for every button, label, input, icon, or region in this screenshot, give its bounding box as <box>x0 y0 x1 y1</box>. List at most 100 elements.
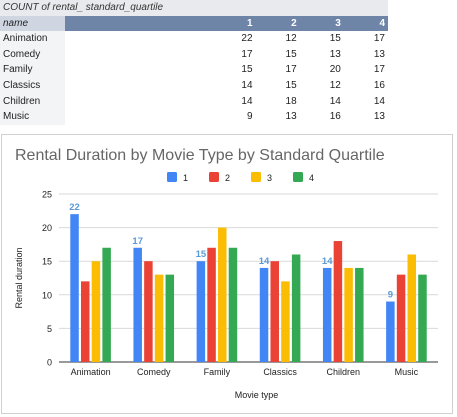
legend-swatch <box>293 172 303 182</box>
pivot-table: COUNT of rental_ standard_quartile name … <box>0 0 388 125</box>
bar <box>207 247 216 362</box>
legend-label: 3 <box>267 173 272 183</box>
pivot-row-spacer <box>65 31 211 47</box>
bar <box>418 274 427 362</box>
bar <box>102 247 111 362</box>
bar <box>259 267 269 362</box>
bar <box>228 247 238 362</box>
pivot-cell: 15 <box>285 79 297 91</box>
pivot-col-header: 1 <box>211 15 256 32</box>
pivot-cell: 16 <box>373 79 385 91</box>
bar <box>165 274 175 362</box>
bar <box>218 227 227 362</box>
pivot-row: Comedy 17 15 13 13 <box>0 46 388 63</box>
bar <box>355 267 364 362</box>
pivot-header-row: name 1 2 3 4 <box>0 15 388 32</box>
pivot-caption: COUNT of rental_ standard_quartile <box>0 0 388 16</box>
data-label: 22 <box>69 202 80 213</box>
y-tick-label: 15 <box>42 257 52 267</box>
pivot-cell: 17 <box>285 64 297 76</box>
bar <box>196 261 206 362</box>
x-axis-title: Movie type <box>235 390 279 400</box>
legend-swatch <box>251 172 261 182</box>
bar <box>80 281 90 362</box>
pivot-row-spacer <box>65 47 211 63</box>
x-tick-label: Classics <box>263 367 297 377</box>
legend-swatch <box>167 172 177 182</box>
pivot-cell: 13 <box>373 111 385 123</box>
data-label: 17 <box>132 236 143 247</box>
pivot-row-spacer <box>65 94 211 110</box>
bar <box>133 247 142 362</box>
bar <box>70 214 79 362</box>
x-tick-label: Animation <box>71 367 111 377</box>
pivot-row-spacer <box>65 109 211 125</box>
pivot-row: Family 15 17 20 17 <box>0 62 388 78</box>
legend-label: 4 <box>309 173 314 183</box>
x-tick-label: Comedy <box>137 367 171 377</box>
legend-swatch <box>209 172 219 182</box>
pivot-cell: 16 <box>329 111 341 123</box>
pivot-row-label: Classics <box>0 77 65 94</box>
pivot-row-spacer <box>65 78 211 94</box>
chart-panel[interactable]: Rental Duration by Movie Type by Standar… <box>1 134 453 414</box>
pivot-header-spacer <box>65 15 212 32</box>
bar <box>322 267 332 362</box>
pivot-cell: 15 <box>285 48 297 60</box>
y-tick-label: 20 <box>42 223 52 233</box>
bar <box>270 261 279 362</box>
pivot-row-label: Family <box>0 62 65 78</box>
pivot-row: Children 14 18 14 14 <box>0 93 388 110</box>
legend-label: 2 <box>225 173 230 183</box>
pivot-cell: 18 <box>285 95 297 107</box>
x-tick-label: Children <box>326 367 360 377</box>
pivot-row: Music 9 13 16 13 <box>0 109 388 125</box>
pivot-row-label: Children <box>0 93 65 110</box>
pivot-cell: 22 <box>241 33 253 45</box>
bar <box>91 261 101 362</box>
pivot-cell: 17 <box>373 64 385 76</box>
pivot-cell: 13 <box>373 48 385 60</box>
x-tick-label: Family <box>204 367 231 377</box>
pivot-col-header: 3 <box>299 15 344 32</box>
pivot-row-label: Music <box>0 109 65 125</box>
y-axis-title: Rental duration <box>14 247 24 308</box>
pivot-cell: 17 <box>241 48 253 60</box>
x-tick-label: Music <box>395 367 419 377</box>
pivot-cell: 14 <box>329 95 341 107</box>
pivot-cell: 9 <box>246 111 253 123</box>
bar <box>291 254 301 362</box>
bar <box>281 281 290 362</box>
y-tick-label: 5 <box>47 324 52 334</box>
chart-title: Rental Duration by Movie Type by Standar… <box>15 147 385 164</box>
data-label: 14 <box>259 256 270 267</box>
data-label: 15 <box>196 249 207 260</box>
legend-label: 1 <box>183 173 188 183</box>
pivot-row-label: Comedy <box>0 46 65 63</box>
bar <box>333 241 343 362</box>
pivot-cell: 13 <box>329 48 341 60</box>
pivot-cell: 20 <box>329 64 341 76</box>
pivot-cell: 15 <box>329 33 341 45</box>
bar <box>386 301 395 362</box>
pivot-col-header: 4 <box>343 15 388 32</box>
bar <box>344 267 353 362</box>
pivot-row-label: Animation <box>0 31 65 47</box>
data-label: 9 <box>388 290 393 301</box>
bar <box>154 274 164 362</box>
pivot-cell: 14 <box>373 95 385 107</box>
pivot-cell: 17 <box>373 33 385 45</box>
y-tick-label: 0 <box>47 358 52 368</box>
bar-chart: 0 5 10 15 20 25 1 2 3 4 22 Animation 17 Comedy 15 Famil… <box>14 172 438 400</box>
pivot-cell: 12 <box>285 33 297 45</box>
pivot-row: Classics 14 15 12 16 <box>0 77 388 94</box>
pivot-row-header: name <box>0 15 65 32</box>
pivot-cell: 15 <box>241 64 253 76</box>
pivot-cell: 13 <box>285 111 297 123</box>
pivot-cell: 14 <box>241 95 253 107</box>
pivot-cell: 12 <box>329 79 341 91</box>
bar <box>144 261 153 362</box>
pivot-caption-row: COUNT of rental_ standard_quartile <box>0 0 388 16</box>
data-label: 14 <box>322 256 333 267</box>
bar <box>407 254 417 362</box>
